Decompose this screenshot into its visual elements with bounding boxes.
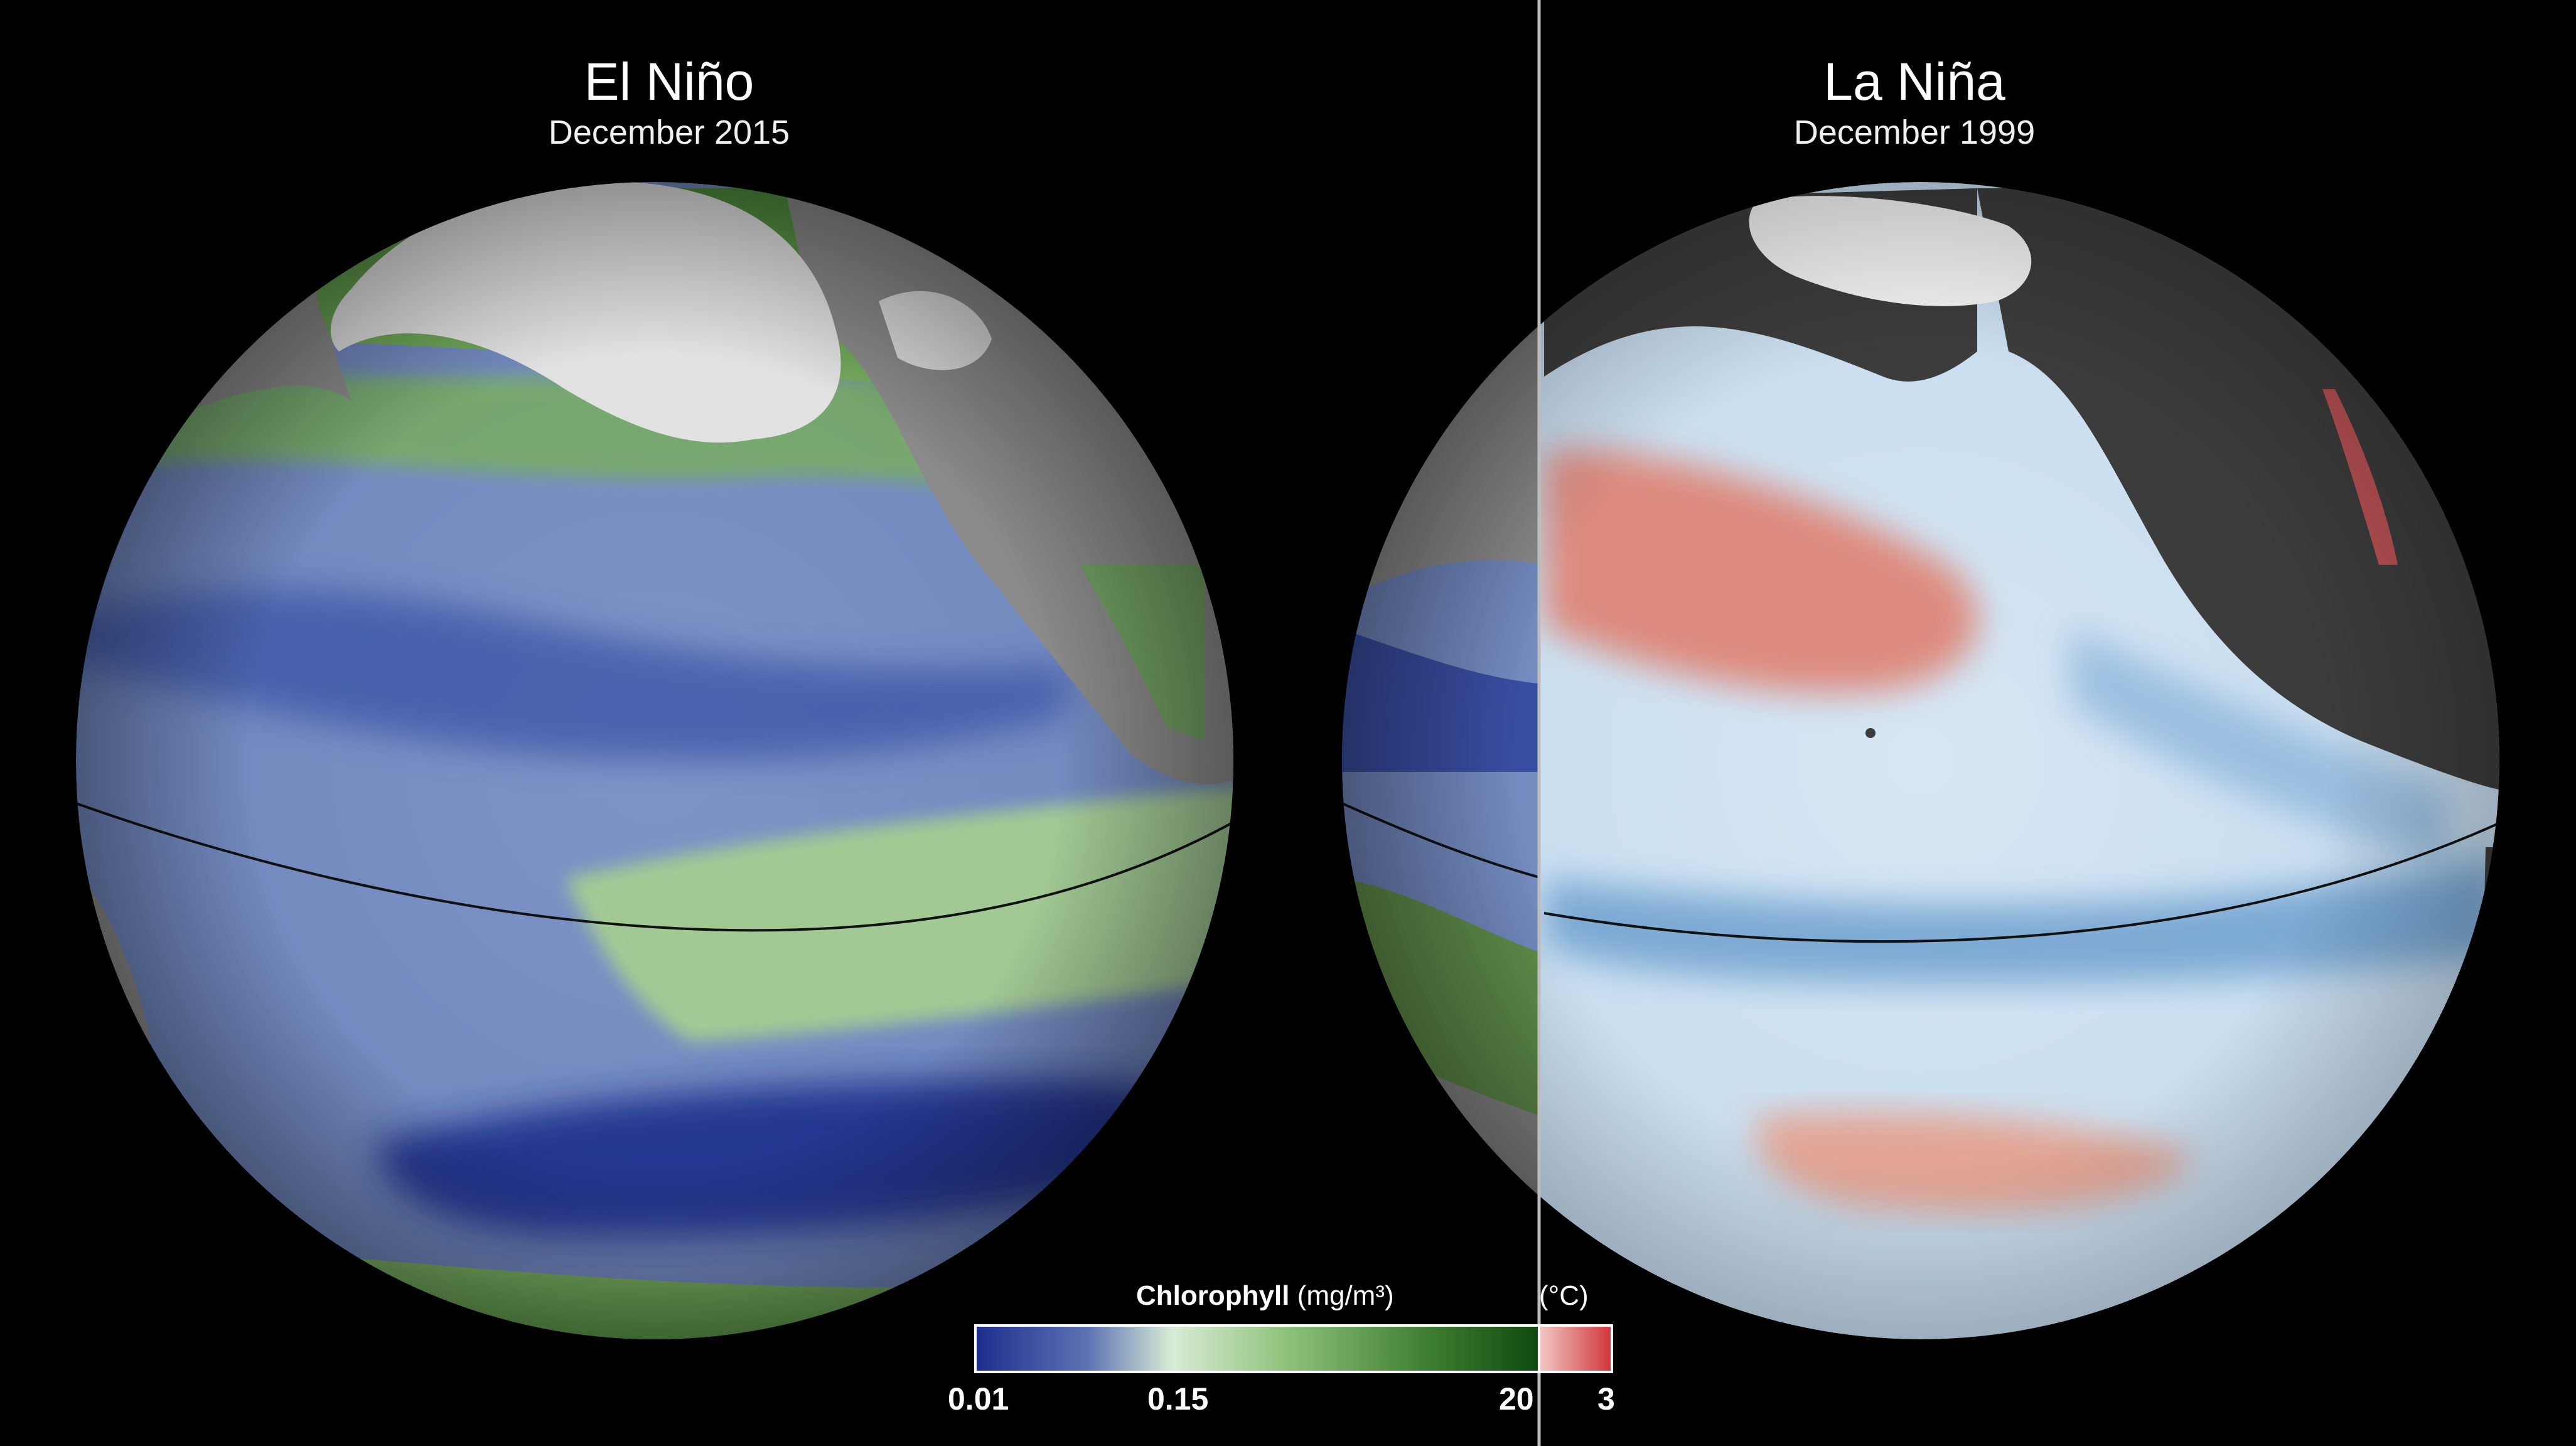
tick-chl-mid: 0.15 xyxy=(1147,1381,1209,1417)
chlorophyll-color-bar xyxy=(974,1324,1540,1373)
el-nino-globe xyxy=(76,182,1233,1339)
el-nino-date: December 2015 xyxy=(548,114,790,151)
legend-title-bold: Chlorophyll xyxy=(1136,1280,1290,1311)
tick-chl-min: 0.01 xyxy=(948,1381,1009,1417)
legend-title-unit: (mg/m³) xyxy=(1297,1280,1394,1311)
la-nina-globe xyxy=(1539,182,2499,1339)
la-nina-title: La Niña xyxy=(1823,52,2005,111)
tick-temp-max: 3 xyxy=(1597,1381,1615,1417)
el-nino-title-block: El Niño December 2015 xyxy=(355,51,983,153)
temperature-color-bar xyxy=(1538,1324,1613,1373)
el-nino-title: El Niño xyxy=(584,52,754,111)
tick-chl-max: 20 xyxy=(1499,1381,1534,1417)
chlorophyll-legend-title: Chlorophyll (mg/m³) xyxy=(1136,1280,1394,1312)
la-nina-date: December 1999 xyxy=(1793,114,2036,151)
la-nina-title-block: La Niña December 1999 xyxy=(1601,51,2228,153)
temperature-legend-unit: (°C) xyxy=(1539,1280,1589,1311)
